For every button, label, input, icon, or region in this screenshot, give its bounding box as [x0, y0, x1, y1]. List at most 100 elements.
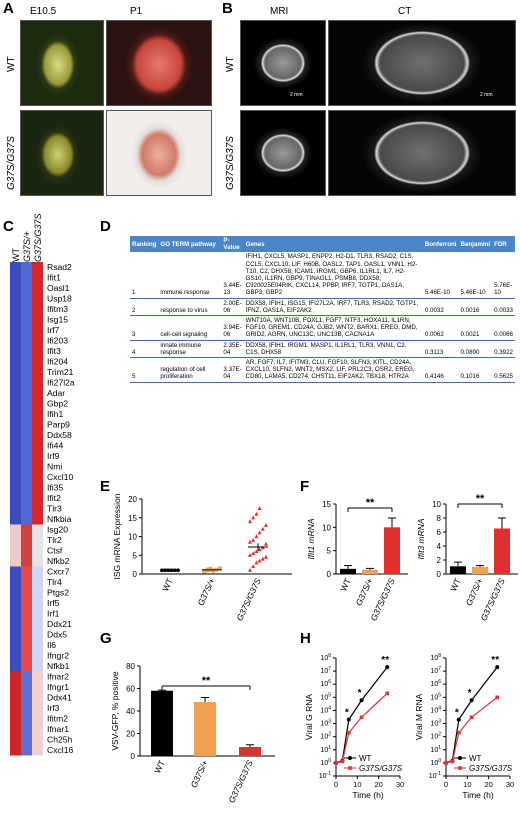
heatmap-cell: [32, 493, 43, 504]
y-tick-label: 40: [126, 707, 135, 716]
go-fdr: 0.0066: [492, 315, 515, 341]
heatmap-cell: [21, 545, 32, 556]
go-rank: 2: [130, 298, 159, 317]
b-col-mri: MRI: [270, 6, 289, 17]
heatmap-cell: [10, 283, 21, 294]
go-pvalue: 3.37E-04: [221, 357, 244, 383]
data-point: [251, 564, 256, 569]
heatmap-cell: [32, 734, 43, 745]
pup-mut-photo: [106, 110, 212, 196]
heatmap-cell: [21, 556, 32, 567]
y-tick-label: 4: [437, 542, 442, 551]
panel-label-e: E: [100, 478, 111, 495]
heatmap-cell: [21, 482, 32, 493]
th-term: GO TERM pathway: [158, 236, 222, 253]
go-rank: 5: [130, 357, 159, 383]
heatmap-gene-label: Nfkb1: [47, 661, 70, 671]
y-tick-label: 100: [430, 758, 441, 767]
bar: [494, 528, 510, 574]
heatmap-gene-label: Ddx41: [47, 693, 72, 703]
x-tick-label: 0: [334, 780, 338, 789]
heatmap-gene-label: Rsad2: [47, 262, 72, 272]
ct-scale-label: 2 mm: [480, 92, 493, 98]
heatmap-cell: [10, 713, 21, 724]
bar: [340, 568, 356, 574]
heatmap-gene-label: Ddx21: [47, 619, 72, 629]
data-point: [264, 554, 268, 559]
significance-stars: **: [476, 493, 485, 505]
go-rank: 1: [130, 252, 159, 299]
series-point: [359, 715, 364, 720]
x-tick-label: G37S/G37S: [234, 576, 263, 622]
heatmap-cell: [32, 314, 43, 325]
heatmap-cell: [32, 619, 43, 630]
heatmap-cell: [21, 409, 32, 420]
heatmap-cell: [21, 367, 32, 378]
heatmap-cell: [10, 671, 21, 682]
data-point: [212, 569, 216, 573]
go-bonferroni: 0.0062: [422, 315, 459, 341]
x-tick-label: G37S/+: [188, 759, 209, 790]
series-point: [450, 759, 455, 764]
data-point: [260, 526, 265, 531]
heatmap-cell: [10, 314, 21, 325]
heatmap-cell: [21, 262, 32, 273]
chart-g: 0 20 40 60 80 VSV-GFP, % positive ** WT G37S/+ G3…: [110, 662, 275, 804]
heatmap-cell: [10, 514, 21, 525]
y-tick-label: 0: [133, 570, 138, 579]
y-tick-exponent: 3: [328, 719, 331, 725]
heatmap-cell: [10, 346, 21, 357]
mri-scale-label: 2 mm: [290, 92, 303, 98]
heatmap-gene-label: Ifnar1: [47, 724, 69, 734]
go-bonferroni: 5.46E-10: [422, 252, 459, 299]
series-point: [469, 698, 474, 703]
heatmap-cell: [21, 640, 32, 651]
y-tick-label: 104: [430, 705, 441, 714]
c-col-hom: G37S/G37S: [33, 213, 43, 262]
heatmap-cell: [10, 577, 21, 588]
legend-marker: [348, 756, 352, 760]
heatmap-cell: [10, 734, 21, 745]
heatmap-cell: [32, 482, 43, 493]
heatmap-gene-label: Nmi: [47, 462, 62, 472]
heatmap-cell: [21, 734, 32, 745]
y-tick-label: 101: [430, 745, 441, 754]
c-heatmap: Rsad2Ifit1Oasl1Usp18Ifitm3Isg15Irf7Ifi20…: [10, 262, 75, 756]
panel-label-d: D: [100, 218, 111, 235]
heatmap-cell: [10, 304, 21, 315]
c-col-het: G37S/+: [22, 231, 32, 262]
heatmap-cell: [10, 272, 21, 283]
heatmap-gene-label: Ifih1: [47, 409, 63, 419]
heatmap-cell: [10, 629, 21, 640]
go-rank: 3: [130, 315, 159, 341]
y-tick-label: 10: [128, 533, 137, 542]
heatmap-gene-label: Ifi44: [47, 441, 63, 451]
legend-label: G37S/G37S: [359, 764, 403, 773]
go-pvalue: 3.94E-06: [221, 315, 244, 341]
heatmap-cell: [32, 682, 43, 693]
heatmap-cell: [10, 545, 21, 556]
heatmap-cell: [10, 608, 21, 619]
heatmap-cell: [32, 514, 43, 525]
x-axis-label: Time (h): [352, 790, 383, 800]
heatmap-cell: [32, 451, 43, 462]
heatmap-cell: [21, 346, 32, 357]
x-tick-label: WT: [448, 577, 463, 593]
heatmap-cell: [10, 724, 21, 735]
series-point: [346, 717, 351, 722]
heatmap-cell: [10, 661, 21, 672]
x-tick-label: 10: [353, 780, 361, 789]
heatmap-cell: [10, 598, 21, 609]
data-point: [257, 530, 262, 535]
y-tick-label: 102: [430, 732, 441, 741]
heatmap-cell: [10, 367, 21, 378]
heatmap-cell: [10, 262, 21, 273]
heatmap-cell: [10, 482, 21, 493]
heatmap-cell: [21, 272, 32, 283]
y-tick-label: 108: [320, 653, 331, 662]
go-pvalue: 2.35E-04: [221, 340, 244, 359]
data-point: [254, 560, 259, 565]
heatmap-gene-label: Tlr3: [47, 504, 62, 514]
heatmap-cell: [21, 535, 32, 546]
